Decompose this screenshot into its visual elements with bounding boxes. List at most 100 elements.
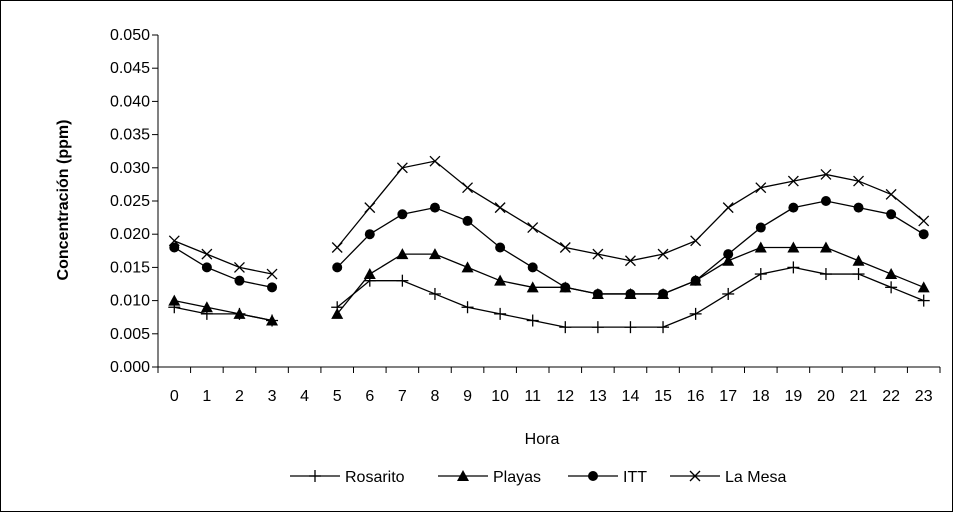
series-rosarito [168,261,930,334]
series-line-playas [174,299,273,322]
y-tick-label: 0.000 [110,359,150,376]
data-point-la-mesa [494,202,506,214]
data-point-playas [754,241,767,253]
data-point-playas [200,301,213,313]
x-tick-label: 8 [431,388,440,405]
legend-label: Rosarito [345,469,405,486]
series-layer [168,155,930,334]
data-point-itt [364,229,375,240]
x-tick-label: 21 [850,388,868,405]
data-point-rosarito [461,301,474,314]
data-point-la-mesa [168,235,180,247]
data-point-itt [495,242,506,253]
data-point-la-mesa [527,222,539,234]
data-point-playas [722,254,735,266]
legend-item-itt: ITT [568,469,647,486]
x-tick-label: 13 [589,388,607,405]
x-tick-label: 1 [202,388,211,405]
data-point-la-mesa [331,242,343,253]
data-point-playas [819,241,832,253]
legend-item-playas: Playas [438,469,541,486]
data-point-rosarito [917,294,930,307]
legend-marker-itt [588,471,598,481]
data-point-playas [396,248,409,260]
data-point-playas [233,307,246,319]
data-point-itt [755,222,766,233]
data-point-rosarito [657,321,670,334]
series-itt [169,196,929,299]
data-point-playas [461,261,474,273]
data-point-itt [853,202,864,213]
data-point-itt [397,209,408,220]
data-point-itt [918,229,929,240]
x-tick-label: 19 [784,388,802,405]
data-point-itt [690,275,701,286]
x-tick-label: 10 [491,388,509,405]
data-point-la-mesa [233,261,245,273]
data-point-playas [494,274,507,286]
series-line-la-mesa [336,160,925,262]
data-point-itt [169,242,180,253]
y-tick-label: 0.040 [110,93,150,110]
data-point-itt [820,196,831,206]
series-line-itt [336,200,925,295]
legend-marker-la-mesa [689,470,701,482]
data-point-playas [363,268,376,280]
data-point-rosarito [722,287,735,300]
data-point-itt [462,215,473,226]
series-line-la-mesa [174,240,273,275]
x-tick-label: 22 [882,388,900,405]
data-point-itt [332,262,343,273]
x-tick-label: 12 [556,388,574,405]
data-point-rosarito [526,314,539,327]
data-point-playas [428,248,441,260]
x-tick-label: 23 [915,388,933,405]
data-point-la-mesa [559,242,571,253]
data-point-itt [658,288,669,299]
y-tick-label: 0.030 [110,160,150,177]
x-tick-label: 16 [687,388,705,405]
data-point-rosarito [591,321,604,334]
data-point-la-mesa [364,202,376,214]
legend-label: ITT [623,469,647,486]
x-tick-label: 5 [333,388,342,405]
data-point-la-mesa [722,202,734,214]
data-point-rosarito [494,307,507,320]
legend-marker-playas [457,470,469,481]
data-point-itt [527,262,538,273]
legend-label: La Mesa [725,469,786,486]
x-tick-label: 20 [817,388,835,405]
data-point-playas [266,314,279,326]
data-point-rosarito [754,268,767,281]
data-point-playas [917,281,930,293]
x-tick-label: 18 [752,388,770,405]
data-point-itt [201,262,212,273]
data-point-playas [885,268,898,280]
data-point-itt [788,202,799,213]
y-tick-label: 0.035 [110,127,150,144]
data-point-itt [625,288,636,299]
data-point-itt [886,209,897,220]
x-tick-label: 0 [170,388,179,405]
data-point-la-mesa [690,235,702,247]
data-point-playas [526,281,539,293]
data-point-rosarito [852,268,865,281]
x-tick-label: 4 [300,388,309,405]
x-tick-label: 6 [365,388,374,405]
data-point-rosarito [689,307,702,320]
data-point-la-mesa [885,188,897,200]
data-point-la-mesa [396,162,408,174]
series-la-mesa [168,155,930,280]
y-tick-label: 0.020 [110,226,150,243]
data-point-rosarito [787,261,800,274]
legend-item-la-mesa: La Mesa [670,469,786,486]
x-tick-label: 17 [719,388,737,405]
data-point-la-mesa [820,168,832,180]
data-point-la-mesa [755,182,767,194]
y-tick-label: 0.025 [110,193,150,210]
data-point-la-mesa [918,215,930,227]
series-line-rosarito [174,306,273,322]
data-point-la-mesa [853,175,865,187]
legend-item-rosarito: Rosarito [290,469,405,486]
data-point-playas [168,294,181,306]
